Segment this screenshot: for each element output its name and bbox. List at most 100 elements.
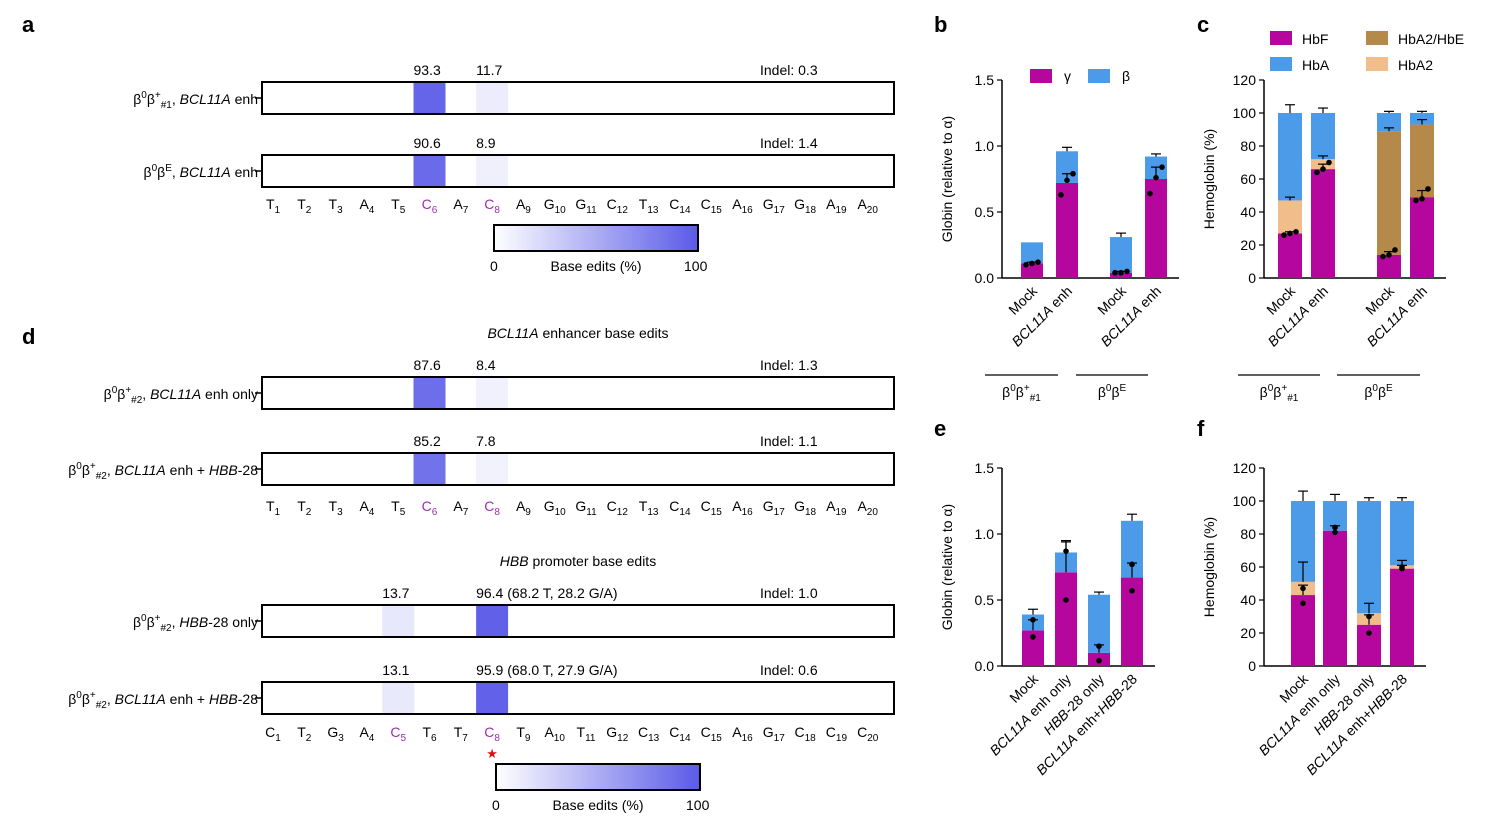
panel-a-position-label-12: C12 (607, 196, 629, 216)
chart-c-point-3-2 (1386, 252, 1392, 258)
panel-d-enh-row-1-edit-value-8: 8.4 (476, 357, 496, 373)
chart-b-ytick-label-2: 1.0 (975, 138, 995, 154)
panel-a-position-label-20: A20 (857, 196, 878, 216)
panel-d-prom-position-label-1: C1 (265, 724, 281, 744)
panel-d-enh-row-2-edit-value-8: 7.8 (476, 433, 496, 449)
chart-b-group-label-1: β0β+#1 (1002, 383, 1041, 404)
chart-f-ytick-label-3: 60 (1240, 559, 1256, 575)
panel-a-position-label-11: G11 (575, 196, 597, 216)
panel-d-enh-row-2-edit-cell-8 (476, 454, 509, 484)
panel-a-position-label-2: T2 (297, 196, 312, 216)
chart-c-bar-1-3 (1377, 254, 1401, 278)
chart-b-point-4-3 (1159, 164, 1165, 170)
panel-d-enh-row-2-box (261, 452, 895, 486)
chart-b-point-2-1 (1058, 192, 1064, 198)
panel-a-row-1-box (261, 81, 895, 115)
panel-a-position-label-17: G17 (763, 196, 785, 216)
chart-c-bar-4-4 (1410, 113, 1434, 125)
chart-b-point-2-3 (1070, 170, 1076, 177)
chart-c-ytick-label-4: 80 (1240, 138, 1256, 154)
panel-d-enh-position-label-14: C14 (669, 498, 691, 518)
panel-d-prom-row-2-label: β0β+#2, BCL11A enh + HBB-28 (68, 690, 258, 711)
chart-e-point-1-1 (1030, 634, 1036, 640)
chart-b-point-1-3 (1035, 259, 1041, 265)
panel-letter-d: d (22, 324, 35, 349)
chart-c-ytick-label-0: 0 (1248, 270, 1256, 286)
chart-b-legend-label-1: γ (1064, 68, 1071, 84)
panel-d-enh-position-label-13: T13 (639, 498, 659, 518)
panel-a-position-label-15: C15 (701, 196, 723, 216)
chart-b-point-3-1 (1112, 269, 1118, 276)
panel-a-colorbar-max: 100 (684, 258, 708, 274)
panel-d-colorbar-label: Base edits (%) (552, 797, 643, 813)
chart-c-bar-4-2 (1311, 113, 1335, 160)
chart-c-point-2-2 (1320, 166, 1326, 172)
chart-b-bar-2-3 (1110, 237, 1132, 273)
chart-f-point-1-1 (1300, 600, 1306, 607)
panel-d-enh-row-1-edit-cell-6 (413, 378, 446, 408)
chart-f-point-2-1 (1332, 529, 1338, 536)
panel-a-position-label-1: T1 (266, 196, 281, 216)
panel-a-row-2-indel: Indel: 1.4 (760, 135, 818, 151)
chart-e-ytick-label-1: 0.5 (975, 592, 995, 608)
chart-c-ytick-label-5: 100 (1233, 105, 1257, 121)
panel-d-prom-row-1-label: β0β+#2, HBB-28 only (133, 613, 258, 634)
panel-d-enh-position-label-17: G17 (763, 498, 785, 518)
chart-c-bar-1-4 (1410, 197, 1434, 278)
panel-d-enh-position-label-20: A20 (857, 498, 878, 518)
panel-d-enh-row-1-box (261, 376, 895, 410)
chart-e-point-2-1 (1063, 597, 1069, 603)
panel-d-enh-row-2-label: β0β+#2, BCL11A enh + HBB-28 (68, 461, 258, 482)
chart-b-point-4-1 (1147, 190, 1153, 197)
panel-d-enh-position-label-6: C6 (422, 498, 438, 518)
panel-a-colorbar-bar (493, 224, 699, 252)
chart-c-legend-label-3: HbA2 (1398, 57, 1433, 73)
chart-e-bar-1-1 (1022, 630, 1044, 666)
panel-a-position-label-8: C8 (484, 196, 500, 216)
chart-c-legend-swatch-3 (1366, 57, 1388, 71)
chart-f-bar-1-4 (1390, 568, 1414, 666)
panel-d-colorbar-min: 0 (492, 797, 500, 813)
chart-f-point-3-1 (1366, 630, 1372, 636)
chart-b-ytick-label-3: 1.5 (975, 72, 995, 88)
chart-c-point-1-2 (1287, 230, 1293, 237)
chart-c-point-3-3 (1392, 247, 1398, 253)
chart-e-ytick-label-3: 1.5 (975, 460, 995, 476)
chart-f-point-4-2 (1399, 564, 1405, 570)
panel-a-position-label-6: C6 (422, 196, 438, 216)
panel-a-position-label-9: A9 (516, 196, 531, 216)
chart-c-bar-4-1 (1278, 113, 1302, 201)
chart-c-bar-1-1 (1278, 233, 1302, 278)
panel-d-prom-row-2-edit-cell-5 (382, 683, 415, 713)
panel-d-prom-position-label-17: G17 (763, 724, 785, 744)
chart-b-legend-label-2: β (1122, 68, 1130, 84)
panel-d-prom-row-1-edit-cell-8 (476, 606, 509, 636)
panel-d-prom-position-label-16: A16 (732, 724, 753, 744)
panel-a-position-label-4: A4 (359, 196, 374, 216)
chart-f-point-2-2 (1332, 524, 1338, 531)
panel-a-row-2-edit-value-6: 90.6 (414, 135, 441, 151)
panel-d-title-promoter: HBB promoter base edits (500, 553, 656, 569)
chart-c-legend-label-1: HbF (1302, 31, 1328, 47)
panel-d-prom-position-label-12: G12 (606, 724, 628, 744)
panel-a-row-1-edit-cell-8 (476, 83, 509, 113)
chart-b-point-1-1 (1023, 262, 1029, 268)
chart-f-ytick-label-0: 0 (1248, 658, 1256, 674)
chart-e-bar-2-4 (1121, 520, 1143, 578)
chart-b-legend-swatch-1 (1030, 69, 1052, 83)
chart-c-ytick-label-2: 40 (1240, 204, 1256, 220)
panel-a-row-1-edit-cell-6 (413, 83, 446, 113)
panel-d-enh-position-label-2: T2 (297, 498, 312, 518)
panel-d-enh-position-label-10: G10 (544, 498, 566, 518)
panel-d-prom-row-2-indel: Indel: 0.6 (760, 662, 818, 678)
panel-a-position-label-10: G10 (544, 196, 566, 216)
panel-d-prom-position-label-3: G3 (327, 724, 344, 744)
panel-d-prom-position-label-10: A10 (544, 724, 565, 744)
panel-d-enh-position-label-9: A9 (516, 498, 531, 518)
chart-c-bar-4-3 (1377, 113, 1401, 132)
chart-b-ylabel: Globin (relative to α) (939, 116, 955, 242)
chart-c-ylabel: Hemoglobin (%) (1201, 129, 1217, 229)
panel-d-prom-row-1-edit-cell-5 (382, 606, 415, 636)
chart-f-bar-1-2 (1323, 530, 1347, 666)
